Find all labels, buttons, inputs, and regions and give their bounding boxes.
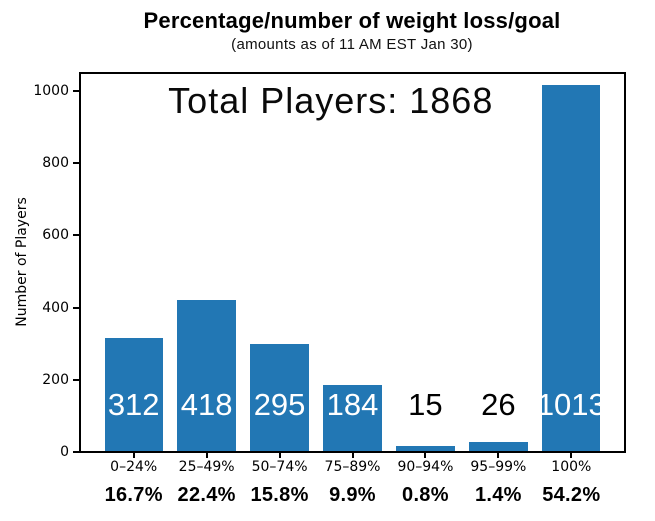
total-players-annotation: Total Players: 1868 — [168, 80, 494, 121]
y-tick-mark — [73, 234, 79, 237]
chart-subtitle: (amounts as of 11 AM EST Jan 30) — [231, 36, 473, 53]
y-tick-mark — [73, 162, 79, 165]
y-tick-label: 600 — [42, 227, 69, 244]
x-tick-label: 95–99% — [470, 459, 527, 475]
x-tick-mark — [351, 453, 354, 458]
y-tick-mark — [73, 89, 79, 92]
percent-of-total-label: 0.8% — [402, 484, 449, 506]
x-tick-mark — [132, 453, 135, 458]
y-tick-mark — [73, 306, 79, 309]
plot-area: Total Players: 1868 312 418 295 184 15 26 1013 — [79, 72, 626, 453]
percent-of-total-label: 22.4% — [177, 484, 236, 506]
bar-90–94% — [396, 445, 455, 451]
bar-25–49% — [177, 300, 236, 451]
y-tick-mark — [73, 378, 79, 381]
percent-of-total-label: 9.9% — [329, 484, 376, 506]
bar-95–99% — [469, 441, 528, 451]
x-tick-label: 75–89% — [324, 459, 381, 475]
bar-75–89% — [323, 384, 382, 451]
bar-0–24% — [104, 338, 163, 451]
x-tick-mark — [570, 453, 573, 458]
y-tick-label: 200 — [42, 371, 69, 388]
x-tick-label: 0–24% — [110, 459, 158, 475]
x-tick-mark — [497, 453, 500, 458]
x-tick-label: 50–74% — [251, 459, 308, 475]
chart-title: Percentage/number of weight loss/goal — [143, 8, 561, 33]
x-tick-mark — [424, 453, 427, 458]
bar-value-label: 26 — [481, 387, 516, 422]
bar-value-label: 312 — [107, 387, 160, 422]
percent-of-total-label: 15.8% — [250, 484, 309, 506]
y-tick-label: 800 — [42, 155, 69, 172]
x-tick-mark — [205, 453, 208, 458]
percent-of-total-label: 16.7% — [104, 484, 163, 506]
x-tick-label: 90–94% — [397, 459, 454, 475]
bar-value-label: 1013 — [536, 387, 606, 422]
y-axis-label: Number of Players — [14, 197, 30, 327]
y-tick-label: 1000 — [33, 82, 69, 99]
x-tick-label: 100% — [551, 459, 592, 475]
x-tick-mark — [278, 453, 281, 458]
y-tick-label: 0 — [60, 444, 69, 460]
y-tick-label: 400 — [42, 299, 69, 316]
bar-100% — [542, 85, 601, 451]
bar-50–74% — [250, 344, 309, 451]
x-tick-label: 25–49% — [178, 459, 235, 475]
bar-value-label: 184 — [326, 387, 379, 422]
bar-value-label: 15 — [408, 387, 443, 422]
bar-value-label: 295 — [253, 387, 306, 422]
bar-value-label: 418 — [180, 387, 233, 422]
y-tick-mark — [73, 451, 79, 453]
percent-of-total-label: 54.2% — [542, 484, 601, 506]
percent-of-total-label: 1.4% — [474, 484, 522, 506]
